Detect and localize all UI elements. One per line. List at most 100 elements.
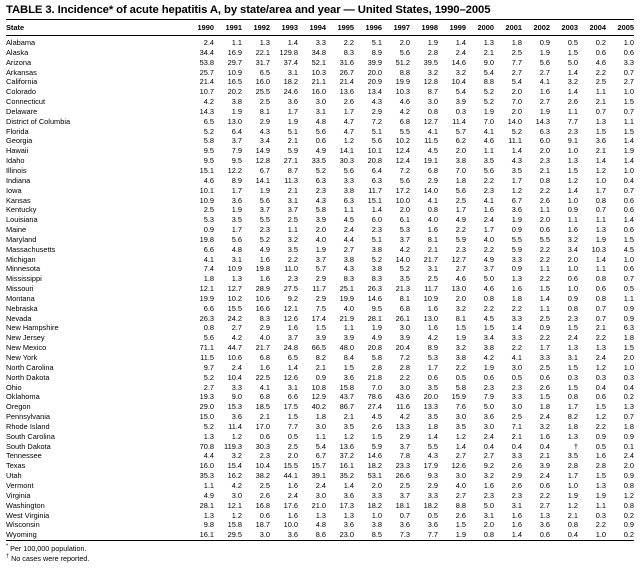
incidence-value: 3.9 [455,97,466,107]
incidence-value: 3.7 [399,234,410,244]
incidence-value: 8.8 [399,67,410,77]
incidence-value: 4.4 [203,451,214,461]
incidence-value: 2.2 [595,333,606,343]
incidence-value: 1.2 [343,431,354,441]
column-header-year: 1996 [354,20,382,36]
incidence-value: 3.2 [455,303,466,313]
incidence-value: 25.7 [199,67,214,77]
incidence-value: 19.9 [395,77,410,87]
state-name: Illinois [6,165,27,175]
incidence-value: 2.2 [539,244,550,254]
incidence-value: 0.6 [315,136,326,146]
incidence-value: 3.3 [511,451,522,461]
incidence-value: 12.1 [283,303,298,313]
footnote-population: * Per 100,000 population. [6,544,634,554]
incidence-value: 2.3 [567,313,578,323]
incidence-value: 0.8 [595,274,606,284]
state-name: Ohio [6,382,22,392]
incidence-value: 24.6 [283,87,298,97]
incidence-value: 2.2 [539,333,550,343]
incidence-value: 5.2 [203,421,214,431]
incidence-value: 4.3 [511,156,522,166]
incidence-value: 2.1 [595,146,606,156]
incidence-value: 2.7 [455,451,466,461]
incidence-value: 2.3 [371,225,382,235]
incidence-value: 9.5 [371,303,382,313]
incidence-value: 18.7 [255,520,270,530]
incidence-value: 1.7 [231,185,242,195]
incidence-value: 4.3 [371,97,382,107]
incidence-value: 0.6 [539,480,550,490]
incidence-value: 1.8 [511,293,522,303]
incidence-value: 40.2 [311,402,326,412]
table-row: Oklahoma 19.3 9.0 6.8 6.6 12.9 43.7 78.6 43.6 20.… [6,392,634,402]
incidence-value: 3.6 [483,412,494,422]
incidence-value: 11.1 [508,136,522,146]
state-name: Hawaii [6,146,29,156]
incidence-value: 0.9 [623,471,634,481]
incidence-value: 4.0 [455,480,466,490]
incidence-value: 0.6 [623,195,634,205]
incidence-value: 3.8 [343,254,354,264]
incidence-value: 4.6 [483,136,494,146]
incidence-value: 8.3 [259,313,270,323]
incidence-value: 2.5 [427,274,438,284]
incidence-value: 3.8 [371,520,382,530]
state-name: Arkansas [6,67,37,77]
incidence-value: 4.3 [343,264,354,274]
incidence-value: 4.1 [483,126,494,136]
incidence-value: 1.6 [567,225,578,235]
incidence-value: 2.1 [511,431,522,441]
incidence-value: 0.5 [455,372,466,382]
incidence-value: 1.4 [511,530,522,540]
incidence-value: 6.4 [371,165,382,175]
incidence-value: 4.2 [399,412,410,422]
incidence-value: 12.6 [283,313,298,323]
table-row: New Hampshire 0.8 2.7 2.9 1.6 1.5 1.1 1.9 3.0 1.6… [6,323,634,333]
incidence-value: 2.0 [315,225,326,235]
incidence-value: 21.4 [339,77,354,87]
incidence-value: 0.4 [595,382,606,392]
incidence-value: 2.1 [539,165,550,175]
incidence-value: 2.2 [595,67,606,77]
incidence-value: 1.4 [343,480,354,490]
incidence-value: 26.3 [199,313,214,323]
incidence-value: 1.0 [595,175,606,185]
incidence-value: 6.4 [231,126,242,136]
incidence-value: 1.9 [259,185,270,195]
incidence-value: 21.7 [255,343,270,353]
incidence-value: 1.6 [287,510,298,520]
incidence-value: 2.0 [287,451,298,461]
incidence-value: 2.5 [287,441,298,451]
incidence-value: 9.7 [203,362,214,372]
incidence-value: 5.5 [259,215,270,225]
incidence-value: 2.0 [399,205,410,215]
incidence-value: 1.6 [511,520,522,530]
incidence-value: 5.3 [427,353,438,362]
incidence-value: 8.7 [287,165,298,175]
incidence-value: 23.0 [339,530,354,540]
incidence-value: 0.4 [483,441,494,451]
incidence-value: 1.1 [595,500,606,510]
table-row: Virginia 4.9 3.0 2.6 2.4 3.0 3.6 3.3 3.7 3.3 2.7 2.… [6,491,634,501]
table-row: Pennsylvania 15.0 3.6 2.1 1.5 1.8 2.1 4.5 4.2 3.5… [6,412,634,422]
incidence-value: 8.1 [259,106,270,116]
incidence-value: 6.0 [371,215,382,225]
incidence-value: 6.7 [315,451,326,461]
incidence-value: 2.6 [371,421,382,431]
state-name: New Jersey [6,333,45,343]
incidence-value: 5.4 [511,77,522,87]
incidence-value: 5.8 [203,136,214,146]
incidence-value: 5.6 [539,57,550,67]
incidence-value: 0.7 [623,274,634,284]
incidence-value: 1.8 [539,402,550,412]
incidence-value: 1.0 [623,165,634,175]
incidence-value: 4.7 [343,126,354,136]
incidence-value: 15.3 [227,402,242,412]
incidence-value: 2.5 [455,195,466,205]
incidence-value: 0.2 [623,530,634,540]
incidence-value: 15.9 [451,392,466,402]
incidence-value: 8.4 [343,353,354,362]
incidence-value: 1.8 [623,421,634,431]
incidence-value: 5.3 [399,225,410,235]
